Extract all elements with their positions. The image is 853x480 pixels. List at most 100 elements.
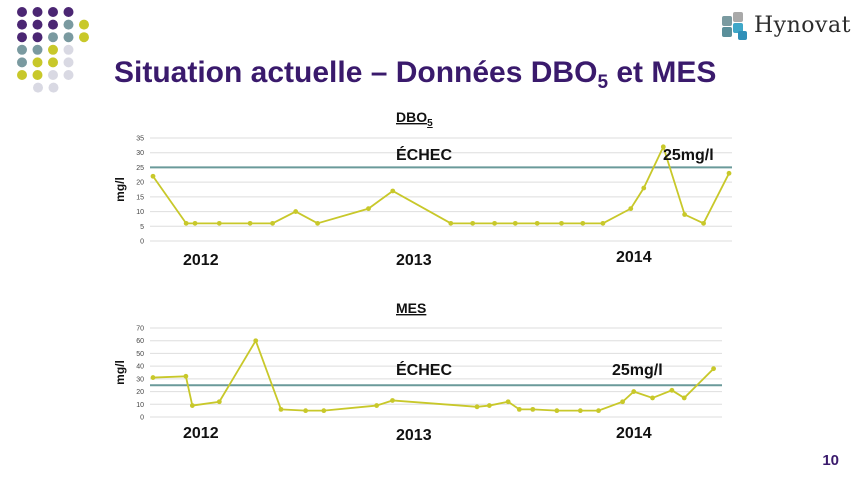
- data-point: [253, 338, 259, 344]
- data-point: [650, 395, 655, 401]
- status-label: ÉCHEC: [396, 145, 452, 164]
- data-point: [247, 220, 253, 226]
- chart-title-main: MES: [396, 300, 426, 316]
- data-point: [216, 399, 222, 405]
- data-point: [216, 220, 222, 226]
- data-point: [512, 220, 518, 226]
- y-tick-label: 30: [136, 150, 144, 157]
- year-label: 2012: [183, 425, 219, 442]
- decor-dot: [32, 70, 43, 80]
- data-point: [390, 398, 395, 403]
- title-tail: et MES: [608, 56, 717, 89]
- year-label: 2014: [616, 249, 652, 266]
- data-point: [516, 406, 522, 412]
- data-point: [726, 170, 732, 176]
- y-tick-label: 30: [136, 376, 144, 383]
- data-point: [577, 408, 583, 414]
- year-label: 2012: [183, 252, 219, 269]
- decor-dot: [17, 57, 27, 68]
- year-label: 2013: [396, 252, 432, 269]
- threshold-label: 25mg/l: [663, 147, 714, 164]
- decor-dot: [32, 32, 43, 43]
- data-point: [600, 220, 606, 226]
- data-point: [681, 395, 687, 401]
- data-point: [505, 399, 511, 405]
- y-tick-label: 20: [136, 180, 144, 187]
- chart-title: MES: [396, 300, 426, 316]
- decor-dot: [79, 32, 89, 43]
- decor-dot: [32, 7, 43, 17]
- data-point: [390, 188, 396, 194]
- decor-dot: [63, 19, 74, 30]
- decor-dot: [48, 44, 58, 55]
- decor-dot: [48, 70, 58, 80]
- y-tick-label: 10: [136, 209, 144, 216]
- data-point: [641, 185, 647, 191]
- decor-dot: [32, 19, 43, 30]
- decor-dot: [63, 70, 74, 80]
- data-point: [278, 406, 284, 412]
- decor-dot: [79, 19, 89, 30]
- data-point: [596, 408, 601, 414]
- data-point: [321, 408, 327, 414]
- logo-text: Hynovat: [754, 13, 851, 38]
- decor-dot: [33, 82, 43, 93]
- chart-title-main: DBO: [396, 109, 427, 125]
- decor-dot: [17, 44, 27, 55]
- data-point: [183, 373, 189, 379]
- y-tick-label: 0: [140, 239, 144, 246]
- data-point: [486, 403, 492, 408]
- decor-dot: [17, 32, 27, 43]
- data-point: [150, 375, 156, 380]
- decor-dot: [63, 44, 74, 55]
- data-point: [669, 387, 675, 393]
- data-point: [303, 408, 309, 414]
- data-point: [183, 220, 189, 226]
- data-point: [150, 173, 156, 179]
- year-label: 2013: [396, 427, 432, 444]
- y-tick-label: 5: [140, 224, 144, 231]
- decor-dot: [17, 70, 27, 80]
- data-point: [192, 220, 198, 226]
- y-axis-label: mg/l: [113, 177, 127, 202]
- data-point: [711, 366, 716, 372]
- data-point: [366, 206, 371, 212]
- y-tick-label: 20: [136, 389, 144, 396]
- data-point: [374, 403, 380, 408]
- decor-dot: [48, 19, 58, 30]
- y-axis-label: mg/l: [113, 360, 127, 385]
- chart-title-subscript: 5: [427, 118, 433, 129]
- threshold-label: 25mg/l: [612, 362, 663, 379]
- data-point: [628, 206, 634, 212]
- decor-dot: [48, 32, 58, 43]
- data-point: [189, 403, 195, 408]
- data-point: [660, 144, 666, 150]
- data-point: [631, 389, 637, 394]
- decor-dot: [63, 7, 74, 17]
- data-point: [474, 404, 480, 410]
- decor-dot: [32, 57, 43, 68]
- series-line: [152, 338, 715, 412]
- data-point: [682, 212, 688, 217]
- title-subscript: 5: [597, 72, 609, 93]
- decor-dot: [17, 7, 27, 17]
- data-point: [315, 220, 320, 226]
- data-point: [534, 220, 540, 226]
- y-tick-label: 60: [136, 338, 144, 345]
- decor-dot: [32, 44, 43, 55]
- data-point: [293, 209, 299, 214]
- data-point: [530, 406, 536, 412]
- hynovat-logo-icon: [722, 12, 747, 40]
- decor-dot: [17, 19, 27, 30]
- data-point: [580, 220, 586, 226]
- data-point: [470, 220, 476, 226]
- title-main: Situation actuelle – Données DBO: [114, 56, 598, 89]
- y-tick-label: 50: [136, 351, 144, 358]
- decor-dot: [63, 32, 74, 43]
- data-point: [620, 399, 625, 405]
- decorative-dot-grid: [17, 7, 89, 93]
- y-tick-label: 15: [136, 194, 144, 201]
- decor-dot: [48, 57, 58, 68]
